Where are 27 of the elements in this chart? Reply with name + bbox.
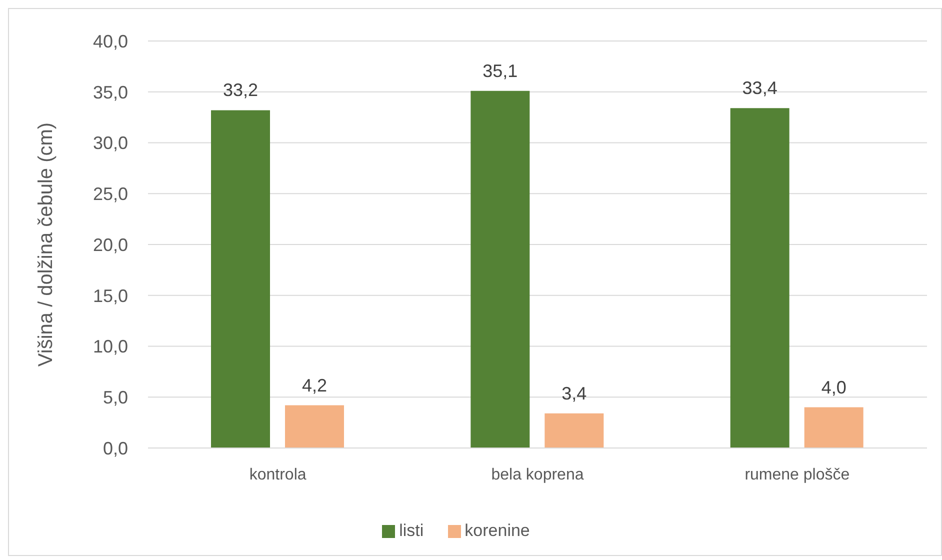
bar [544,413,604,448]
data-label: 33,4 [742,78,778,98]
y-tick-label: 35,0 [92,82,128,102]
bar [470,90,530,448]
data-label: 4,0 [821,377,846,398]
data-label: 33,2 [222,80,258,100]
x-tick-label: rumene plošče [744,466,850,484]
x-tick-label: bela koprena [491,466,584,484]
y-tick-label: 20,0 [92,234,128,255]
y-tick-label: 40,0 [92,31,128,52]
y-tick-label: 25,0 [92,184,128,204]
x-tick-label: kontrola [249,466,306,484]
bar [730,108,790,448]
y-tick-label: 5,0 [102,388,128,408]
y-tick-label: 30,0 [92,133,128,154]
legend-label: korenine [464,521,530,540]
bar [211,110,270,448]
bar [285,405,344,448]
y-tick-label: 10,0 [92,336,128,357]
data-label: 35,1 [482,60,518,81]
y-tick-label: 0,0 [102,438,128,458]
data-label: 3,4 [562,383,587,404]
bar [804,407,864,448]
legend-label: listi [399,521,424,540]
y-tick-label: 15,0 [92,286,128,306]
data-label: 4,2 [302,375,328,396]
y-axis-title: Višina / dolžina čebule (cm) [35,122,58,367]
